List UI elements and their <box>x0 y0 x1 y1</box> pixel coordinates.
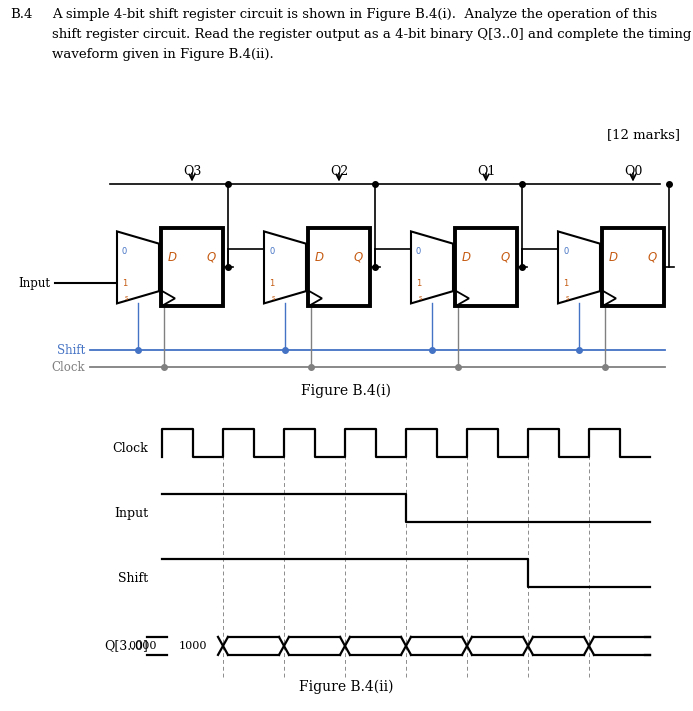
Text: Q1: Q1 <box>477 164 495 178</box>
Text: 0000: 0000 <box>128 641 157 651</box>
Bar <box>455 228 517 306</box>
Text: A simple 4-bit shift register circuit is shown in Figure B.4(i).  Analyze the op: A simple 4-bit shift register circuit is… <box>52 8 657 21</box>
Text: Q: Q <box>353 251 363 264</box>
Text: 1: 1 <box>416 279 421 288</box>
Text: 0: 0 <box>122 247 128 256</box>
Text: Clock: Clock <box>112 442 148 456</box>
Text: D: D <box>315 251 324 264</box>
Text: Figure B.4(i): Figure B.4(i) <box>301 384 391 398</box>
Text: 1: 1 <box>563 279 568 288</box>
Text: 0: 0 <box>269 247 274 256</box>
Text: Shift: Shift <box>118 572 148 585</box>
Polygon shape <box>411 231 453 304</box>
Text: s: s <box>125 294 129 301</box>
Text: 1000: 1000 <box>178 641 207 651</box>
Polygon shape <box>558 231 600 304</box>
Text: Q0: Q0 <box>624 164 642 178</box>
Text: Q[3..0]: Q[3..0] <box>104 639 148 653</box>
Text: Q: Q <box>501 251 510 264</box>
Text: Q: Q <box>648 251 657 264</box>
Text: Q2: Q2 <box>330 164 348 178</box>
Text: 1: 1 <box>122 279 128 288</box>
Text: s: s <box>419 294 423 301</box>
Polygon shape <box>264 231 306 304</box>
Text: B.4: B.4 <box>10 8 33 21</box>
Text: D: D <box>609 251 618 264</box>
Polygon shape <box>117 231 159 304</box>
Bar <box>308 228 370 306</box>
Text: Shift: Shift <box>57 344 85 357</box>
Text: Figure B.4(ii): Figure B.4(ii) <box>299 680 393 694</box>
Text: [12 marks]: [12 marks] <box>607 129 680 141</box>
Text: 0: 0 <box>416 247 421 256</box>
Text: shift register circuit. Read the register output as a 4-bit binary Q[3..0] and c: shift register circuit. Read the registe… <box>52 28 692 41</box>
Text: waveform given in Figure B.4(ii).: waveform given in Figure B.4(ii). <box>52 48 274 61</box>
Text: s: s <box>272 294 276 301</box>
Text: Q3: Q3 <box>183 164 201 178</box>
Text: Clock: Clock <box>51 361 85 374</box>
Text: D: D <box>462 251 471 264</box>
Text: s: s <box>566 294 570 301</box>
Text: 1: 1 <box>269 279 274 288</box>
Text: Input: Input <box>114 507 148 520</box>
Text: 0: 0 <box>563 247 568 256</box>
Text: Q: Q <box>207 251 216 264</box>
Text: D: D <box>168 251 177 264</box>
Text: Input: Input <box>18 277 50 290</box>
Bar <box>161 228 223 306</box>
Bar <box>602 228 664 306</box>
